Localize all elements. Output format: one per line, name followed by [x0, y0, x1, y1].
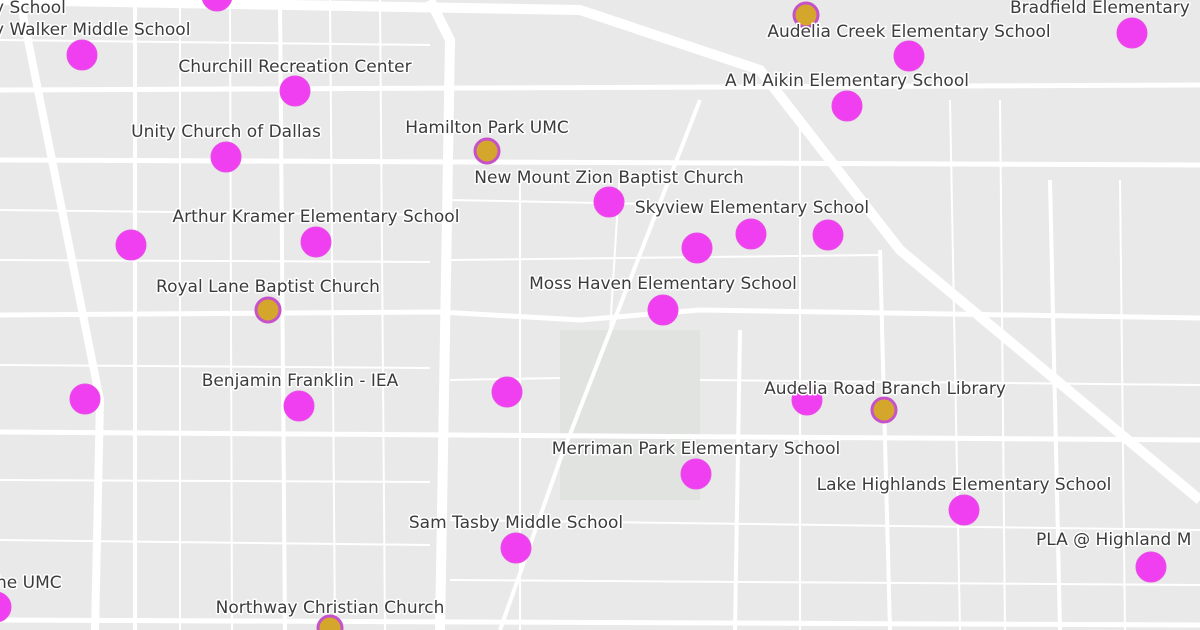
marker-other	[870, 396, 898, 424]
road	[0, 82, 1200, 93]
place-label: Lake Highlands Elementary School	[817, 475, 1112, 495]
place-label: Unity Church of Dallas	[131, 122, 321, 142]
marker-school	[1116, 17, 1148, 49]
road	[0, 307, 1200, 323]
marker-school	[210, 141, 242, 173]
place-label: y Walker Middle School	[0, 20, 190, 40]
place-label: he UMC	[0, 573, 62, 593]
marker-other	[254, 296, 282, 324]
marker-school	[283, 390, 315, 422]
place-label: y School	[0, 0, 66, 18]
place-label: Arthur Kramer Elementary School	[173, 207, 460, 227]
marker-school	[66, 39, 98, 71]
marker-school	[812, 219, 844, 251]
marker-school	[69, 383, 101, 415]
markers	[0, 0, 1167, 630]
place-label: Benjamin Franklin - IEA	[202, 371, 399, 391]
marker-school	[831, 90, 863, 122]
place-label: Moss Haven Elementary School	[529, 274, 797, 294]
marker-school	[681, 232, 713, 264]
place-label: Northway Christian Church	[216, 598, 445, 618]
marker-school	[300, 226, 332, 258]
place-label: Audelia Road Branch Library	[764, 379, 1006, 399]
marker-other	[473, 137, 501, 165]
place-label: Skyview Elementary School	[635, 198, 869, 218]
place-label: Bradfield Elementary	[1010, 0, 1190, 18]
marker-school	[1135, 551, 1167, 583]
marker-school	[647, 294, 679, 326]
marker-school	[279, 75, 311, 107]
place-label: A M Aikin Elementary School	[725, 71, 969, 91]
place-label: Sam Tasby Middle School	[409, 513, 623, 533]
marker-school	[735, 218, 767, 250]
marker-school	[948, 494, 980, 526]
marker-school	[791, 384, 823, 416]
marker-other	[792, 1, 820, 29]
marker-school	[593, 186, 625, 218]
place-label: Royal Lane Baptist Church	[156, 277, 380, 297]
marker-school	[500, 532, 532, 564]
labels: y School y Walker Middle School Churchill …	[0, 0, 1193, 620]
place-label: PLA @ Highland M	[1036, 530, 1191, 550]
marker-school	[680, 458, 712, 490]
road	[0, 429, 1200, 443]
marker-school	[202, 0, 232, 12]
place-label: Audelia Creek Elementary School	[767, 22, 1050, 42]
park-area	[560, 330, 700, 500]
marker-school	[0, 592, 12, 622]
road	[133, 0, 1062, 630]
marker-school	[893, 40, 925, 72]
marker-other	[316, 614, 344, 630]
marker-school	[115, 229, 147, 261]
place-label: Churchill Recreation Center	[178, 57, 411, 77]
place-label: Hamilton Park UMC	[405, 118, 569, 138]
place-label: Merriman Park Elementary School	[552, 439, 841, 459]
place-label: New Mount Zion Baptist Church	[474, 168, 743, 188]
marker-school	[491, 376, 523, 408]
road	[0, 617, 1200, 628]
highway	[0, 0, 1200, 504]
